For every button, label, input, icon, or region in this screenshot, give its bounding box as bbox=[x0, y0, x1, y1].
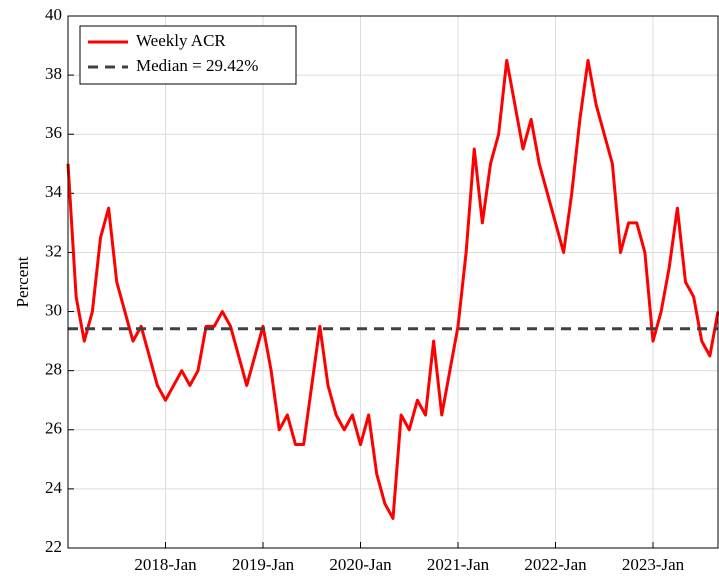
y-tick-label: 26 bbox=[45, 419, 62, 438]
x-tick-label: 2020-Jan bbox=[329, 555, 392, 574]
legend-label: Median = 29.42% bbox=[136, 56, 258, 75]
x-tick-label: 2018-Jan bbox=[134, 555, 197, 574]
x-tick-label: 2023-Jan bbox=[622, 555, 685, 574]
y-tick-label: 36 bbox=[45, 123, 62, 142]
y-tick-label: 28 bbox=[45, 360, 62, 379]
y-tick-label: 34 bbox=[45, 182, 63, 201]
x-tick-label: 2019-Jan bbox=[232, 555, 295, 574]
x-tick-label: 2022-Jan bbox=[524, 555, 587, 574]
y-tick-label: 30 bbox=[45, 300, 62, 319]
y-tick-label: 32 bbox=[45, 241, 62, 260]
legend-label: Weekly ACR bbox=[136, 31, 226, 50]
y-tick-label: 40 bbox=[45, 5, 62, 24]
y-tick-label: 24 bbox=[45, 478, 63, 497]
x-tick-label: 2021-Jan bbox=[427, 555, 490, 574]
y-axis-label: Percent bbox=[13, 256, 32, 307]
data-line bbox=[66, 58, 719, 520]
plot-frame bbox=[67, 15, 719, 549]
y-tick-label: 38 bbox=[45, 64, 62, 83]
legend-box bbox=[79, 25, 297, 85]
y-tick-label: 22 bbox=[45, 537, 62, 556]
